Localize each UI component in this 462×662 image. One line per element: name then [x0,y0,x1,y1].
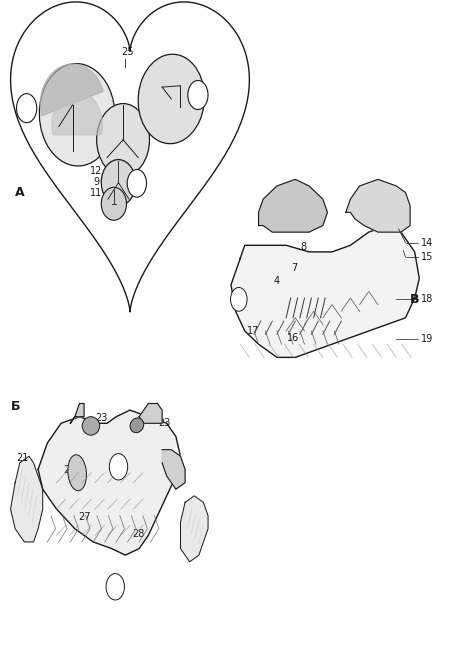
Text: 11: 11 [91,187,103,197]
Circle shape [17,94,37,122]
Text: 27: 27 [79,512,91,522]
Circle shape [231,287,247,311]
Ellipse shape [101,160,136,206]
Text: В: В [410,293,419,306]
Ellipse shape [68,455,86,491]
Polygon shape [259,179,328,232]
Text: 8: 8 [300,242,306,252]
Text: 17: 17 [247,326,259,336]
Ellipse shape [130,418,144,432]
Ellipse shape [39,64,115,166]
Text: 25: 25 [121,47,134,57]
Text: 1: 1 [236,295,242,305]
Text: Б: Б [11,401,20,413]
Text: 19: 19 [421,334,433,344]
Ellipse shape [82,416,100,435]
Text: 4: 4 [51,125,57,135]
Text: 10: 10 [131,178,143,188]
Text: 27: 27 [150,115,163,125]
Circle shape [106,573,124,600]
Text: 20: 20 [112,462,125,472]
Text: 9: 9 [93,177,99,187]
Text: 28: 28 [167,90,180,100]
Polygon shape [70,404,84,423]
Text: 16: 16 [287,332,299,343]
Text: 28: 28 [132,529,145,539]
Text: 15: 15 [421,252,433,262]
Text: 23: 23 [95,413,108,423]
Polygon shape [40,64,103,116]
Ellipse shape [101,187,127,220]
Circle shape [127,169,146,197]
Polygon shape [139,404,162,423]
Text: 23: 23 [158,418,170,428]
Polygon shape [162,449,185,489]
Text: 2: 2 [71,154,77,164]
Text: 22: 22 [63,465,76,475]
Ellipse shape [138,54,205,144]
Circle shape [109,453,128,480]
Ellipse shape [97,103,150,176]
Text: 14: 14 [421,238,433,248]
Text: 21: 21 [16,453,28,463]
Text: 6: 6 [93,126,99,136]
Text: 12: 12 [90,166,103,177]
Polygon shape [38,410,181,555]
Text: 24: 24 [109,582,122,592]
Polygon shape [181,496,208,562]
Text: 26: 26 [192,90,204,100]
Polygon shape [231,226,419,357]
Text: 3: 3 [24,103,30,113]
Text: А: А [15,186,24,199]
Polygon shape [11,456,43,542]
Text: 4: 4 [274,276,280,286]
Polygon shape [346,179,410,232]
Text: 7: 7 [291,263,298,273]
Text: 18: 18 [421,295,433,305]
Polygon shape [52,92,103,135]
Text: 5: 5 [73,87,79,97]
Text: 13: 13 [116,166,128,177]
Circle shape [188,81,208,109]
